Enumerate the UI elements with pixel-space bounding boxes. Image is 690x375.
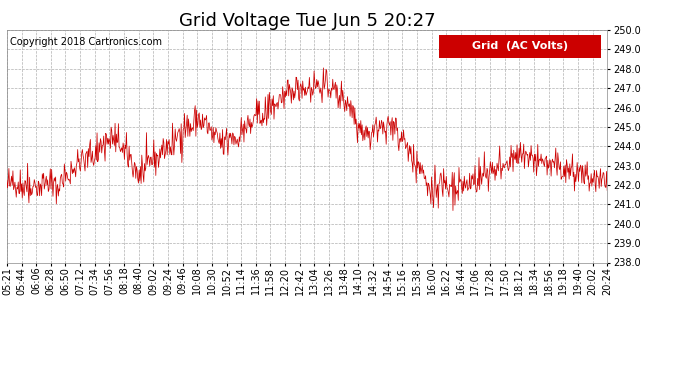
Title: Grid Voltage Tue Jun 5 20:27: Grid Voltage Tue Jun 5 20:27 bbox=[179, 12, 435, 30]
Text: Copyright 2018 Cartronics.com: Copyright 2018 Cartronics.com bbox=[10, 37, 162, 47]
FancyBboxPatch shape bbox=[439, 34, 601, 58]
Text: Grid  (AC Volts): Grid (AC Volts) bbox=[472, 41, 569, 51]
